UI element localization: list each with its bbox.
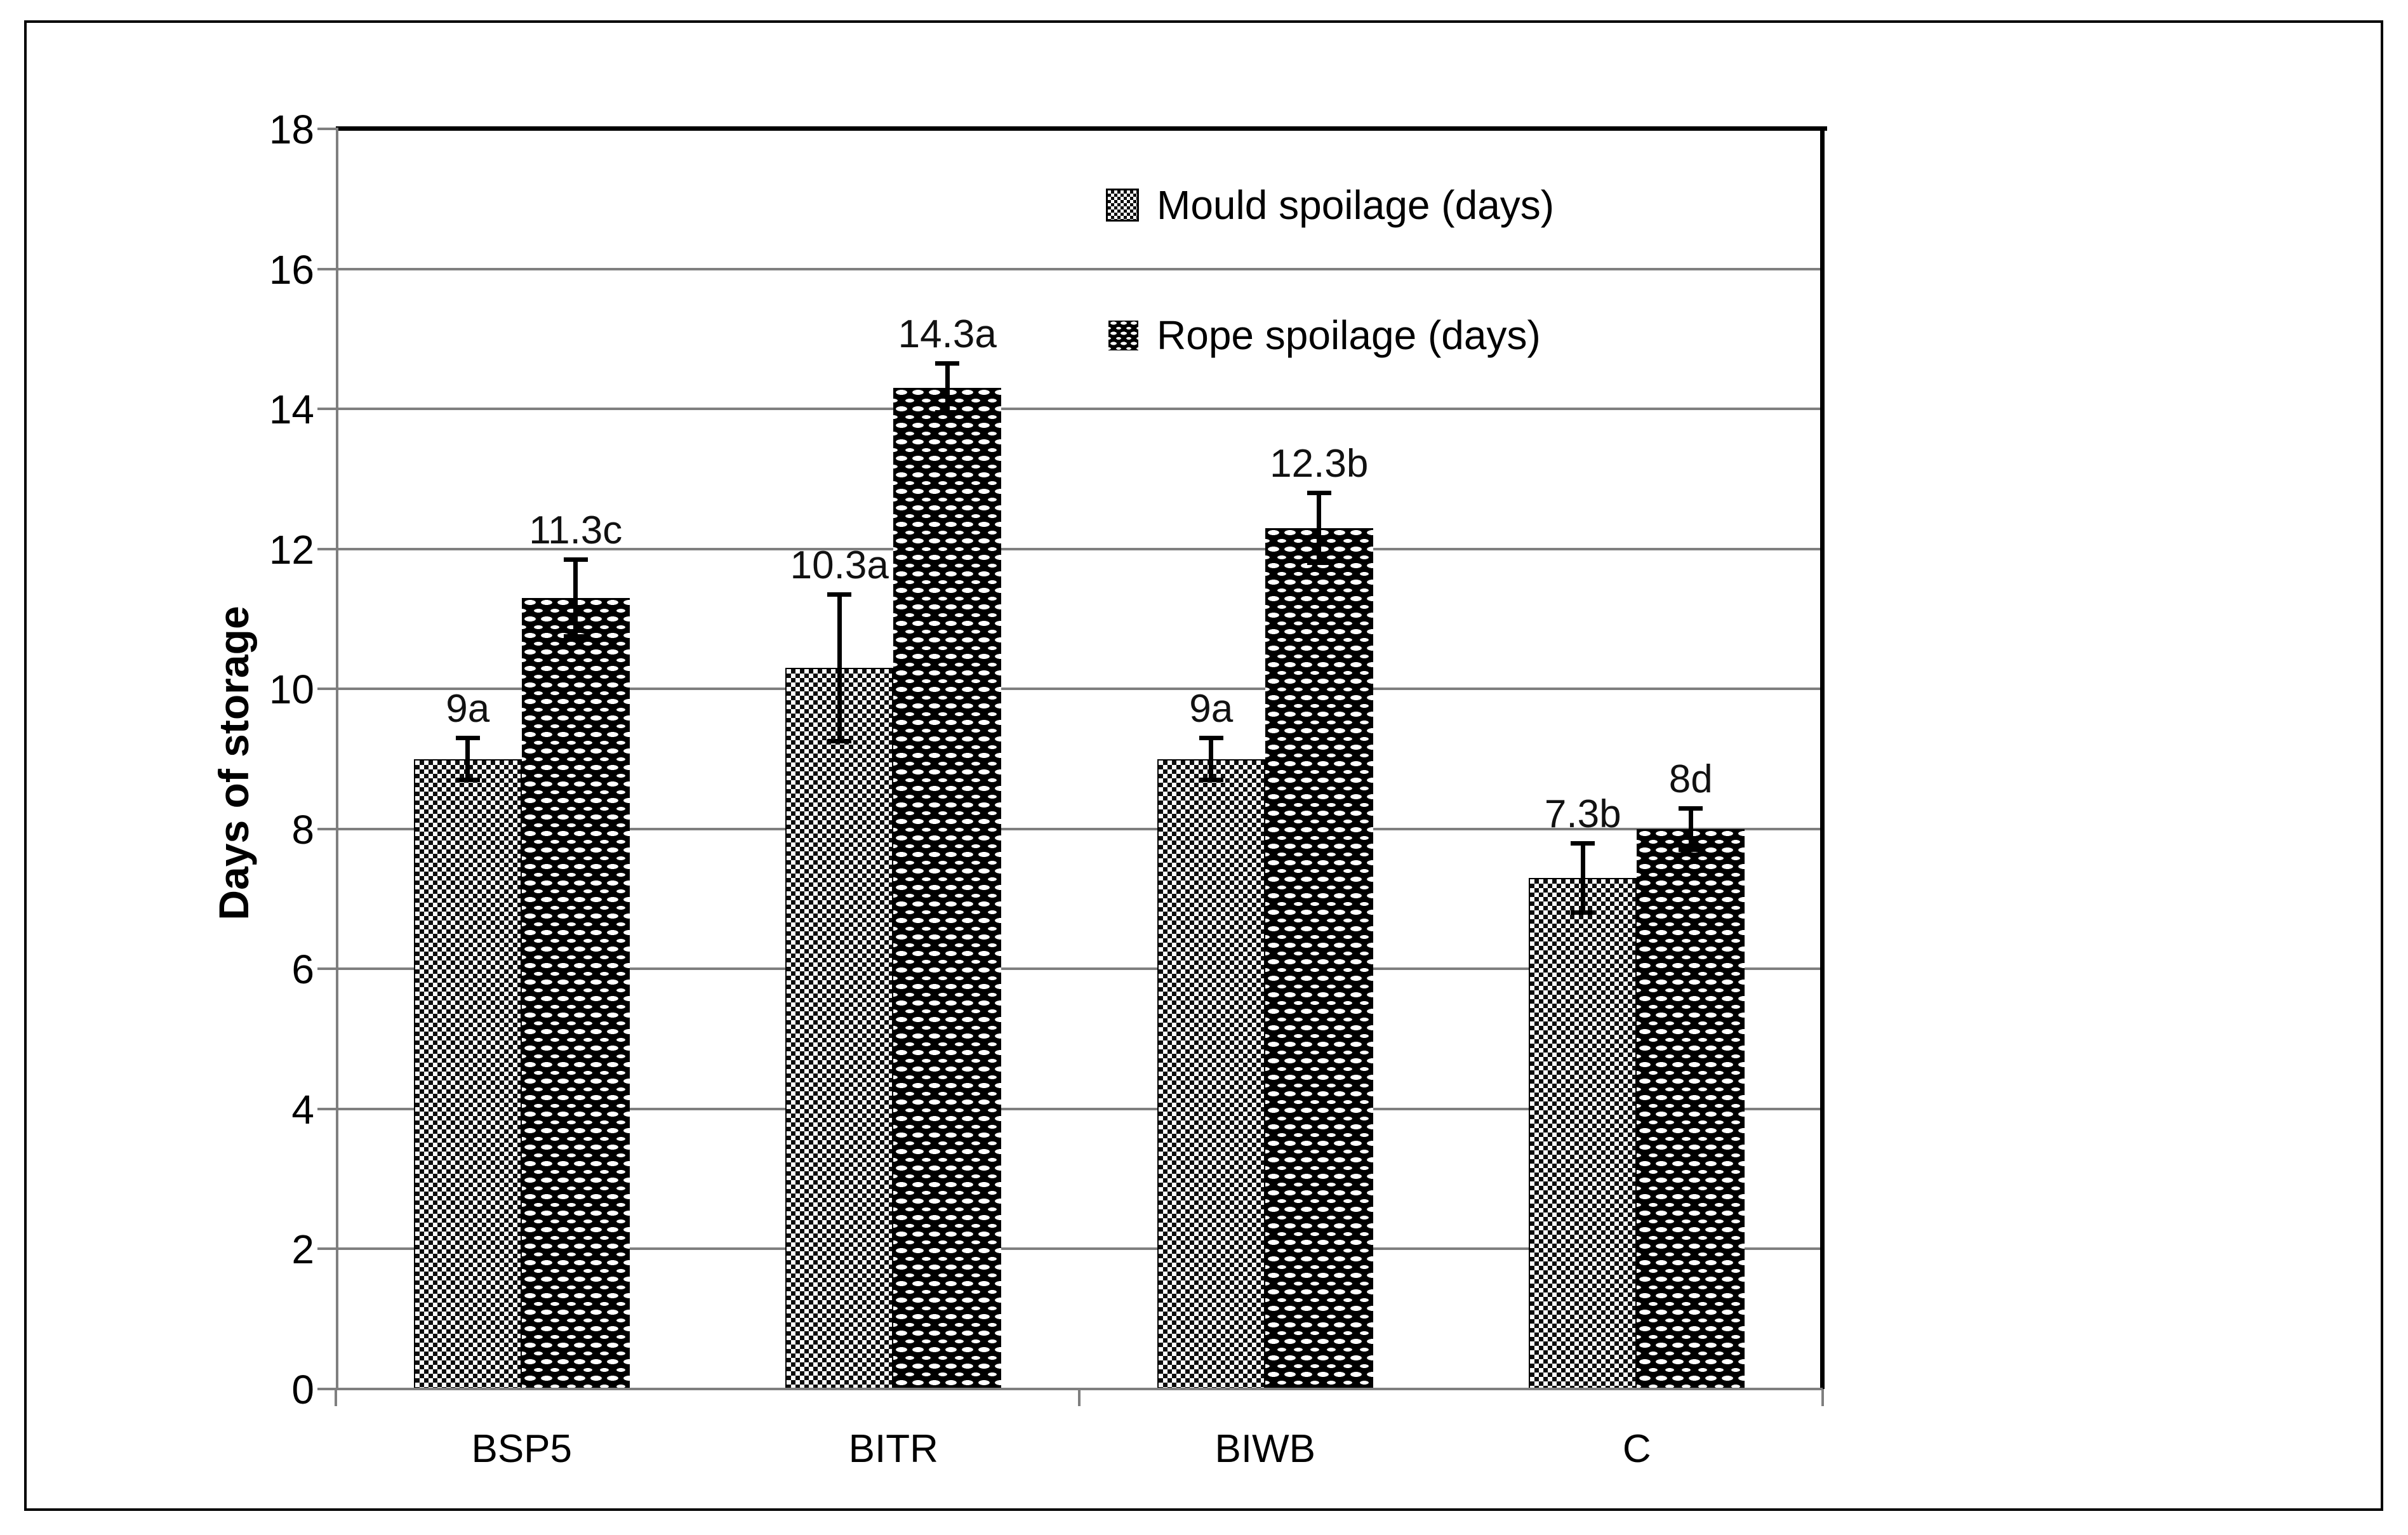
x-axis-tick [1078,1389,1081,1406]
error-bar-cap-bottom [935,409,960,415]
legend-label-mould: Mould spoilage (days) [1157,182,1555,228]
y-tick-label: 10 [269,667,314,713]
y-axis-tick [317,1107,338,1110]
y-tick-label: 4 [291,1086,314,1133]
data-label: 11.3c [529,508,623,553]
error-bar-stem [1580,842,1585,914]
error-bar-cap-top [1307,491,1331,496]
bar-mould-C [1529,877,1637,1389]
legend-swatch-rope-icon [1108,321,1138,350]
data-label: 7.3b [1544,792,1621,836]
error-bar-cap-bottom [1679,847,1703,852]
y-axis-tick [317,1247,338,1251]
bar-mould-BITR [785,668,894,1389]
x-category-label: BIWB [1214,1427,1315,1471]
y-tick-label: 14 [269,387,314,433]
x-category-label: BITR [848,1427,938,1471]
gridline [336,1247,1823,1251]
y-tick-label: 8 [291,806,314,853]
y-axis-title: Days of storage [210,606,257,920]
error-bar-stem [945,363,950,413]
data-label: 12.3b [1270,442,1369,486]
plot-border-right [1820,126,1825,1389]
error-bar-stem [465,738,470,780]
y-axis-tick [317,128,338,130]
y-axis-tick [317,967,338,971]
bar-mould-BSP5 [413,759,522,1389]
y-axis-tick [317,408,338,411]
data-label: 9a [1189,687,1234,731]
y-axis-tick [317,827,338,830]
y-tick-label: 6 [291,947,314,993]
y-tick-label: 2 [291,1226,314,1273]
plot-border-top [336,126,1827,131]
error-bar-cap-top [1199,736,1223,741]
x-category-label: C [1622,1427,1651,1471]
error-bar-stem [1317,493,1322,563]
bar-rope-BIWB [1265,528,1373,1389]
y-tick-label: 0 [291,1367,314,1412]
error-bar-cap-top [827,592,852,597]
legend-label-rope: Rope spoilage (days) [1157,312,1541,358]
data-label: 14.3a [898,312,997,357]
gridline [336,1107,1823,1110]
error-bar-cap-bottom [1199,777,1223,782]
error-bar-cap-top [563,557,588,562]
error-bar-cap-top [1679,806,1703,811]
error-bar-cap-top [1571,841,1595,846]
x-category-label: BSP5 [471,1427,573,1471]
y-axis-tick [317,547,338,550]
gridline [336,688,1823,691]
gridline [336,547,1823,550]
bar-rope-C [1637,828,1745,1389]
y-axis-tick [317,1388,338,1390]
data-label: 9a [446,687,490,731]
gridline [336,267,1823,270]
error-bar-cap-bottom [1571,910,1595,915]
error-bar-cap-bottom [455,777,480,782]
y-axis-tick [317,688,338,691]
error-bar-cap-bottom [1307,560,1331,565]
gridline [336,408,1823,411]
y-axis-tick [317,267,338,270]
x-axis-tick [335,1389,337,1406]
gridline [336,827,1823,830]
y-tick-label: 16 [269,246,314,293]
error-bar-cap-bottom [563,634,588,639]
error-bar-cap-bottom [827,738,852,743]
gridline [336,967,1823,971]
error-bar-stem [837,594,842,741]
bar-mould-BIWB [1157,759,1265,1389]
bar-rope-BITR [893,388,1002,1389]
error-bar-stem [1688,807,1693,850]
data-label: 8d [1668,757,1713,801]
legend-swatch-mould-icon [1106,189,1139,222]
data-label: 10.3a [790,543,889,588]
error-bar-stem [1209,738,1214,780]
error-bar-stem [573,559,578,637]
y-axis-line [336,129,338,1389]
error-bar-cap-top [455,736,480,741]
y-tick-label: 18 [269,107,314,152]
y-tick-label: 12 [269,526,314,573]
bar-rope-BSP5 [521,597,630,1389]
x-axis-tick [1821,1389,1824,1406]
error-bar-cap-top [935,361,960,366]
